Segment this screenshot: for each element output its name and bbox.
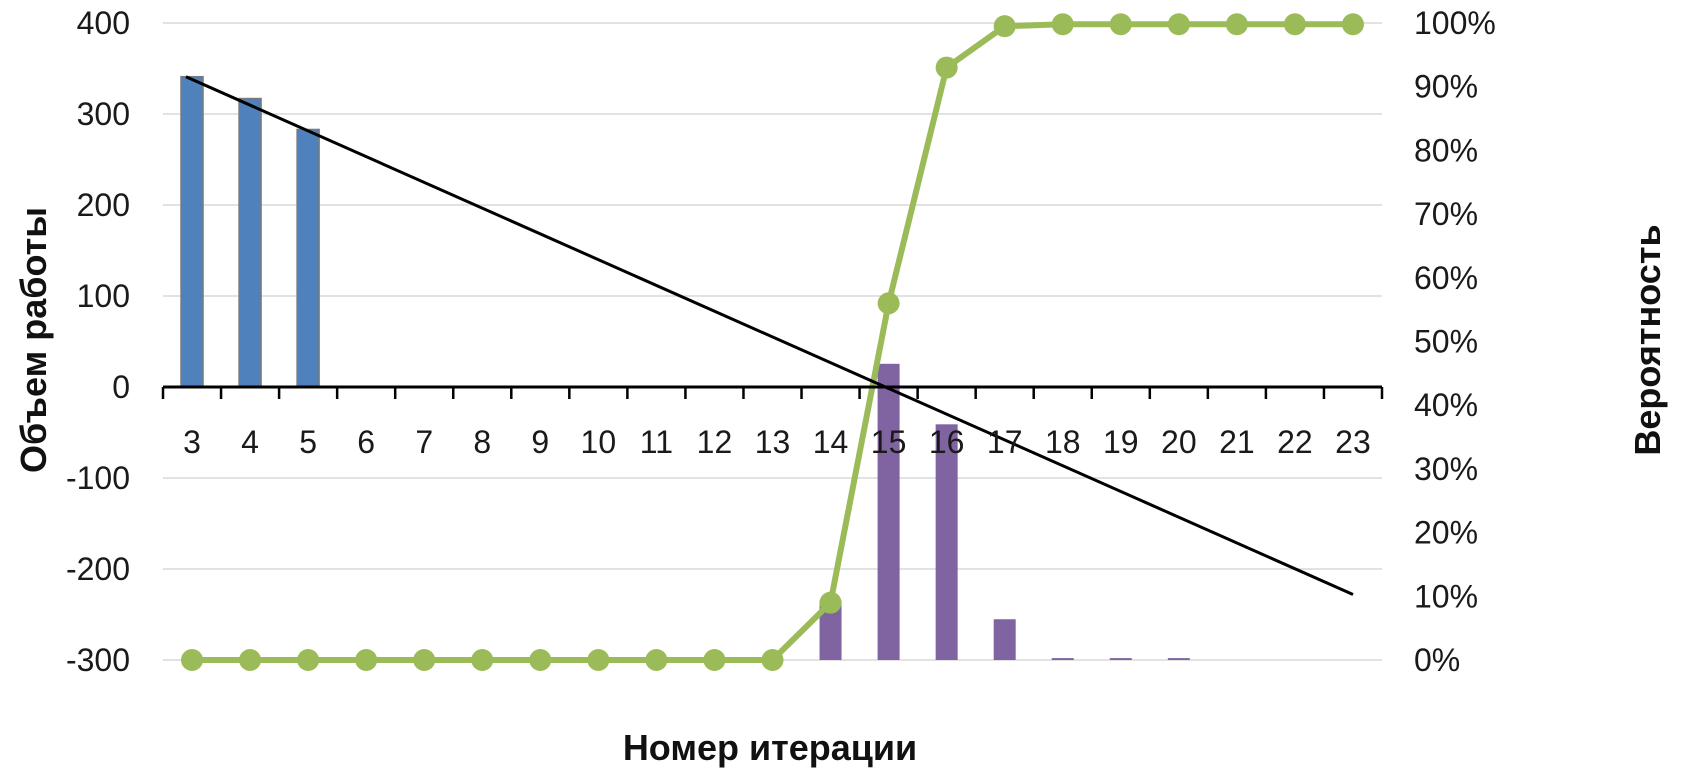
probability-marker <box>1283 13 1306 36</box>
y-tick-label: 400 <box>77 5 130 41</box>
lines <box>181 13 1364 671</box>
bar <box>877 363 900 660</box>
x-tick-label: 14 <box>813 424 849 460</box>
bar <box>819 600 842 660</box>
x-tick-label: 23 <box>1335 424 1371 460</box>
bar <box>993 619 1016 660</box>
probability-marker <box>877 292 900 315</box>
y2-tick-label: 30% <box>1414 451 1478 487</box>
x-tick-label: 6 <box>357 424 375 460</box>
x-tick-label: 8 <box>473 424 491 460</box>
y2-tick-label: 40% <box>1414 387 1478 423</box>
x-tick-label: 15 <box>871 424 907 460</box>
probability-marker <box>355 649 378 671</box>
x-tick-label: 17 <box>987 424 1023 460</box>
x-tick-label: 20 <box>1161 424 1197 460</box>
x-tick-label: 10 <box>581 424 617 460</box>
bar <box>296 128 320 388</box>
probability-line <box>192 21 1353 663</box>
probability-marker <box>1051 13 1074 36</box>
probability-marker <box>1167 13 1190 36</box>
y2-tick-label: 90% <box>1414 69 1478 105</box>
probability-marker <box>239 649 262 671</box>
y2-tick-label: 100% <box>1414 5 1496 41</box>
probability-marker <box>297 649 320 671</box>
bars <box>180 75 1190 660</box>
x-tick-label: 7 <box>415 424 433 460</box>
probability-marker <box>587 649 610 671</box>
x-axis-title: Номер итерации <box>623 727 917 768</box>
y2-tick-label: 60% <box>1414 260 1478 296</box>
tick-labels: 4003002001000-100-200-300100%90%80%70%60… <box>66 5 1496 678</box>
y2-tick-label: 80% <box>1414 132 1478 168</box>
y2-axis-title: Вероятность <box>1627 224 1668 455</box>
probability-marker <box>993 15 1016 38</box>
bar <box>180 75 204 388</box>
x-tick-label: 9 <box>531 424 549 460</box>
y-tick-label: -300 <box>66 642 130 678</box>
x-tick-label: 16 <box>929 424 965 460</box>
y-axis-title: Объем работы <box>13 207 54 473</box>
y-tick-label: 0 <box>112 369 130 405</box>
y2-tick-label: 0% <box>1414 642 1460 678</box>
probability-marker <box>1109 13 1132 36</box>
probability-marker <box>181 649 204 671</box>
probability-marker <box>1341 13 1364 36</box>
x-tick-label: 18 <box>1045 424 1081 460</box>
probability-marker <box>645 649 668 671</box>
probability-marker <box>761 649 784 671</box>
bar <box>1167 658 1190 660</box>
probability-marker <box>413 649 436 671</box>
y2-tick-label: 10% <box>1414 578 1478 614</box>
x-tick-label: 3 <box>183 424 201 460</box>
probability-marker <box>1225 13 1248 36</box>
y2-tick-label: 50% <box>1414 324 1478 360</box>
x-tick-label: 4 <box>241 424 259 460</box>
probability-marker <box>703 649 726 671</box>
probability-marker <box>819 591 842 614</box>
gridlines <box>163 22 1382 661</box>
y2-tick-label: 20% <box>1414 515 1478 551</box>
y-tick-label: 300 <box>77 96 130 132</box>
bar <box>1051 658 1074 660</box>
bar <box>238 97 262 388</box>
y2-tick-label: 70% <box>1414 196 1478 232</box>
y-tick-label: 100 <box>77 278 130 314</box>
probability-marker <box>471 649 494 671</box>
trend-line <box>185 75 1354 596</box>
bar <box>1109 658 1132 660</box>
y-tick-label: -100 <box>66 460 130 496</box>
x-tick-label: 13 <box>755 424 791 460</box>
y-tick-label: -200 <box>66 551 130 587</box>
x-tick-label: 12 <box>697 424 733 460</box>
probability-marker <box>529 649 552 671</box>
probability-marker <box>935 56 958 79</box>
x-tick-label: 19 <box>1103 424 1139 460</box>
bar <box>935 424 958 660</box>
axes <box>161 385 1384 399</box>
y-tick-label: 200 <box>77 187 130 223</box>
x-tick-label: 22 <box>1277 424 1313 460</box>
x-tick-label: 5 <box>299 424 317 460</box>
x-tick-label: 21 <box>1219 424 1255 460</box>
x-tick-label: 11 <box>640 424 673 460</box>
